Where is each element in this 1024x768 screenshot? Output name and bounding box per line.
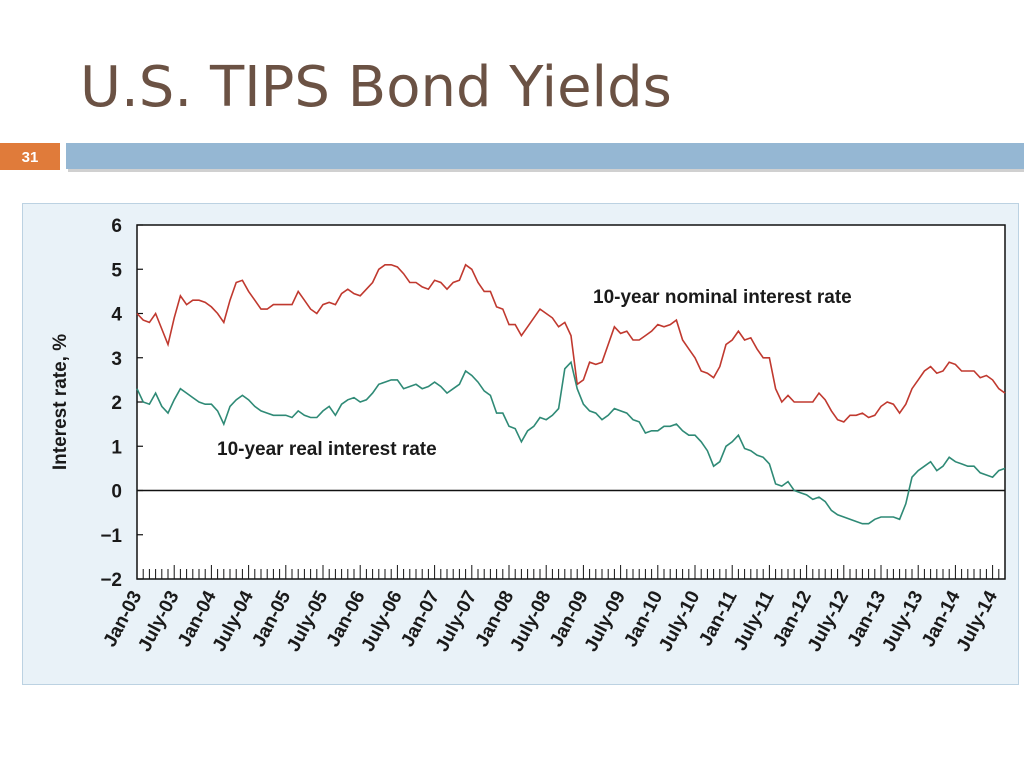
number-box [0,143,60,170]
y-tick-label: 6 [111,216,122,237]
y-axis-label: Interest rate, % [50,334,71,470]
annotation: 10-year nominal interest rate [593,287,852,308]
plot-area [136,224,1006,580]
y-tick-label: 3 [111,349,122,370]
y-tick-label: −1 [100,526,122,547]
series-line [136,263,1006,423]
slide-title: U.S. TIPS Bond Yields [80,55,672,120]
slide-number: 31 [22,149,39,166]
series-line [136,360,1006,525]
y-tick-label: 4 [111,305,122,326]
header-bar [66,143,1024,169]
y-tick-label: 5 [111,260,122,281]
y-tick-label: −2 [100,570,122,591]
annotation: 10-year real interest rate [217,439,437,460]
y-tick-label: 0 [111,482,122,503]
y-tick-label: 1 [111,437,122,458]
y-tick-label: 2 [111,393,122,414]
